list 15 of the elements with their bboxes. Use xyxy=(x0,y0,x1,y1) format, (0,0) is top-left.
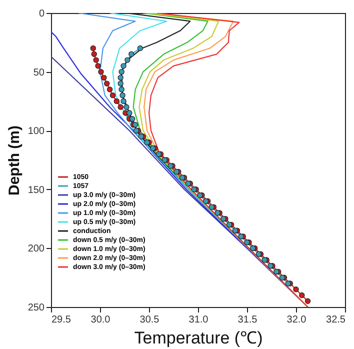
x-axis-title: Temperature (℃) xyxy=(134,328,263,348)
x-tick-label: 31.5 xyxy=(238,314,258,326)
x-tick-label: 32.0 xyxy=(286,314,307,326)
y-tick-label: 200 xyxy=(28,244,45,255)
y-tick-label: 100 xyxy=(28,126,45,138)
x-tick-label: 32.5 xyxy=(326,314,346,326)
x-tick-label: 30.0 xyxy=(90,314,111,326)
y-tick-label: 50 xyxy=(33,67,45,78)
y-tick-label: 0 xyxy=(38,8,45,20)
y-axis-title: Depth (m) xyxy=(6,126,23,196)
y-tick-label: 150 xyxy=(28,184,45,196)
x-tick-label: 31.0 xyxy=(188,314,209,326)
x-tick-label: 29.5 xyxy=(52,314,72,326)
x-tick-label: 30.5 xyxy=(140,314,160,326)
y-tick-label: 250 xyxy=(28,302,45,314)
